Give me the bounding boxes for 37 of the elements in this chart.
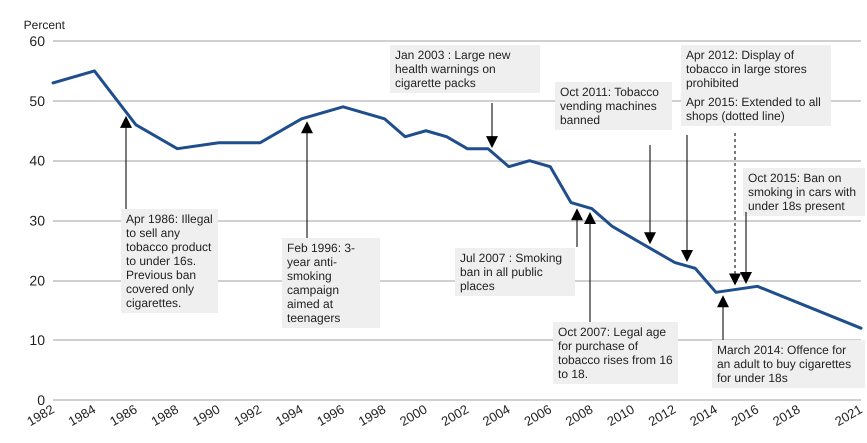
x-tick-label: 2018 — [770, 402, 803, 429]
x-tick-label: 1998 — [356, 402, 388, 429]
x-tick-label: 2012 — [646, 402, 678, 429]
note-box: Jan 2003 : Large new health warnings on cigarette packs — [390, 45, 540, 93]
x-tick-label: 2021 — [832, 402, 865, 429]
note-box: Oct 2015: Ban on smoking in cars with under 18s present — [743, 168, 865, 216]
note-box: Feb 1996: 3-year anti-smoking campaign aimed at teenagers — [282, 238, 380, 328]
x-tick-label: 1992 — [231, 402, 264, 429]
note-box: Apr 1986: Illegal to sell any tobacco product to under 16s. Previous ban covered only cigarettes. — [121, 209, 218, 313]
x-tick-label: 1984 — [66, 402, 98, 429]
y-tick-label: 30 — [29, 212, 46, 228]
y-tick-label: 20 — [29, 272, 46, 288]
y-tick-label: 0 — [37, 392, 46, 408]
y-axis-title: Percent — [24, 18, 66, 32]
x-tick-label: 2010 — [604, 402, 637, 429]
note-box: Apr 2015: Extended to all shops (dotted line) — [681, 92, 831, 126]
x-tick-label: 2008 — [562, 402, 596, 429]
x-tick-label: 1996 — [314, 402, 347, 429]
x-tick-label: 1986 — [107, 402, 140, 429]
note-box: Oct 2011: Tobacco vending machines banned — [555, 82, 672, 130]
x-tick-label: 2004 — [480, 402, 513, 429]
y-tick-label: 40 — [29, 152, 46, 169]
note-box: Apr 2012: Display of tobacco in large stores prohibited — [681, 45, 831, 93]
x-tick-label: 2014 — [687, 402, 720, 429]
x-tick-label: 2000 — [397, 402, 430, 429]
note-box: March 2014: Offence for an adult to buy cigarettes for under 18s — [712, 340, 865, 388]
y-tick-label: 60 — [29, 33, 46, 49]
x-tick-label: 1990 — [190, 402, 222, 429]
note-box: Jul 2007 : Smoking ban in all public places — [455, 248, 575, 296]
x-tick-label: 1988 — [148, 402, 182, 429]
y-tick-label: 50 — [29, 92, 46, 109]
x-tick-label: 1994 — [272, 402, 306, 429]
x-tick-label: 2002 — [438, 402, 472, 429]
note-box: Oct 2007: Legal age for purchase of tobacco rises from 16 to 18. — [553, 322, 678, 384]
x-tick-label: 2006 — [521, 402, 554, 429]
x-tick-label: 2016 — [728, 402, 762, 429]
y-tick-label: 10 — [29, 332, 46, 348]
